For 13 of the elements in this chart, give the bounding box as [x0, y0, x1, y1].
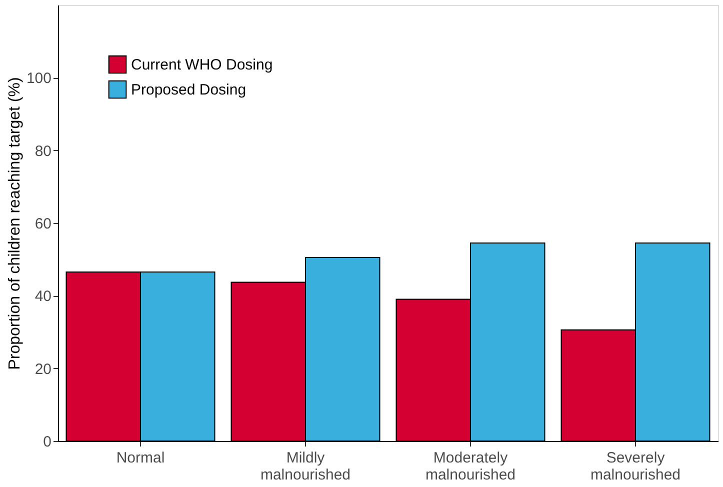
y-tick-label: 40: [34, 288, 52, 306]
x-tick-label: Moderately malnourished: [425, 450, 516, 484]
y-tick-label: 80: [34, 142, 52, 160]
legend-label: Proposed Dosing: [131, 82, 246, 98]
x-tick-label: Normal: [116, 450, 165, 466]
y-axis-title: Proportion of children reaching target (%): [6, 77, 24, 370]
y-tick-label: 20: [34, 360, 52, 378]
x-tick-label: Severely malnourished: [590, 450, 681, 484]
y-tick-label: 100: [26, 70, 52, 88]
y-tick-label: 60: [34, 216, 52, 232]
x-tick-label: Mildly malnourished: [260, 450, 351, 484]
y-tick-label: 0: [43, 434, 52, 450]
legend-label: Current WHO Dosing: [131, 56, 273, 74]
